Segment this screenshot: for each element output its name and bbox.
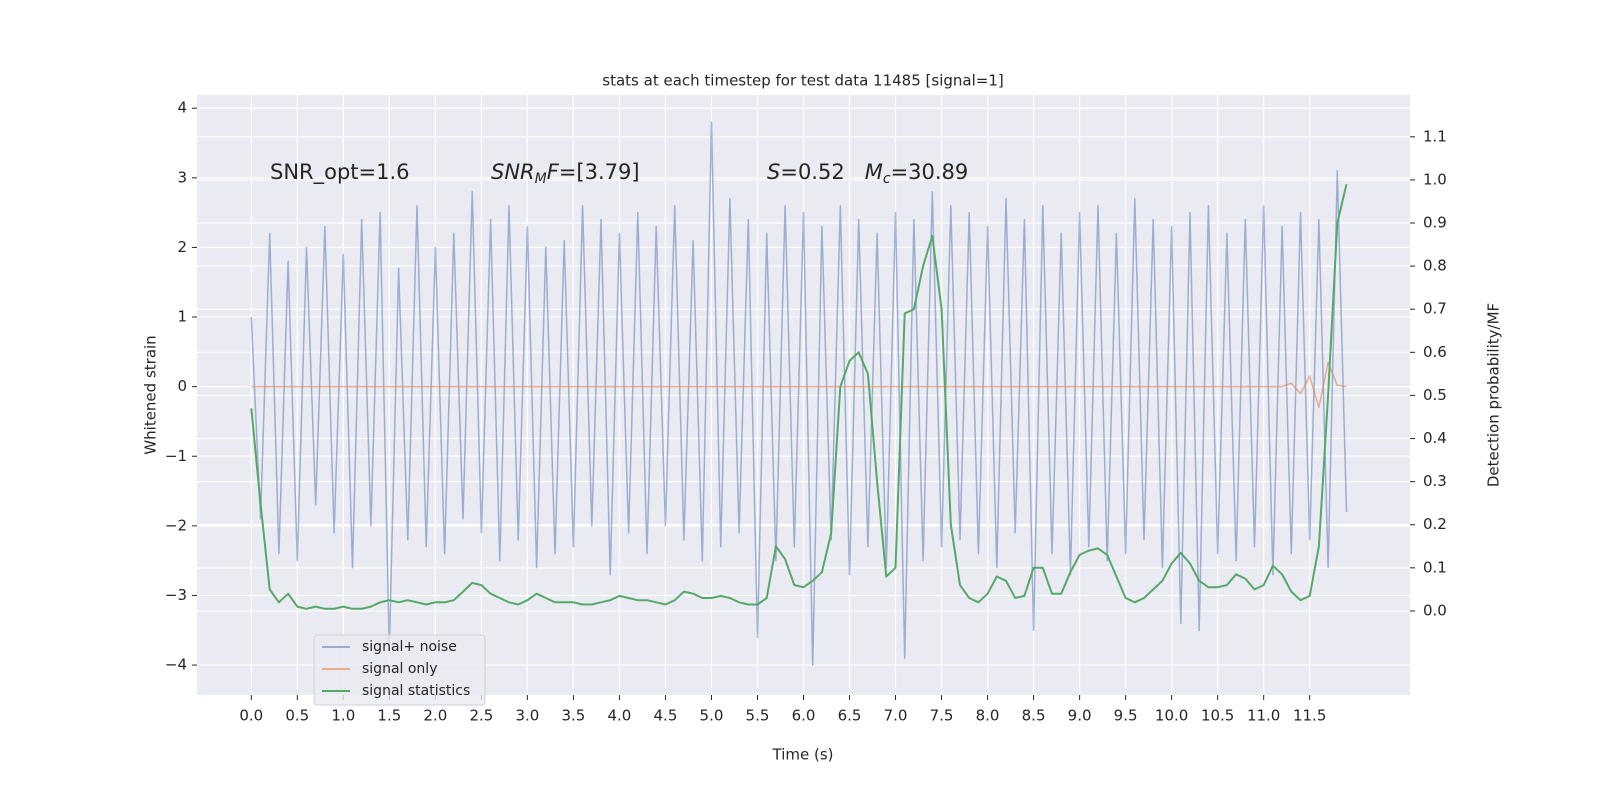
y-tick-label: −1 bbox=[165, 447, 187, 465]
y2-tick-label: 0.9 bbox=[1423, 214, 1447, 232]
x-tick-label: 9.5 bbox=[1114, 707, 1138, 725]
annotation-part: c bbox=[883, 171, 891, 187]
legend-label: signal only bbox=[362, 661, 437, 677]
legend-label: signal+ noise bbox=[362, 639, 457, 655]
x-tick-label: 1.5 bbox=[377, 707, 401, 725]
x-tick-label: 1.0 bbox=[331, 707, 355, 725]
x-tick-label: 7.0 bbox=[884, 707, 908, 725]
y-tick-label: 4 bbox=[177, 99, 187, 117]
x-tick-label: 10.5 bbox=[1201, 707, 1234, 725]
x-axis-label: Time (s) bbox=[772, 746, 834, 764]
annotation: S=0.52 Mc=30.89 bbox=[767, 160, 968, 187]
annotation: SNRMF=[3.79] bbox=[491, 160, 640, 187]
x-tick-label: 2.5 bbox=[469, 707, 493, 725]
x-tick-label: 7.5 bbox=[930, 707, 954, 725]
y2-tick-label: 1.0 bbox=[1423, 170, 1447, 188]
annotation-part: SNR_opt=1.6 bbox=[270, 160, 410, 185]
legend-box bbox=[313, 634, 486, 706]
series-line bbox=[250, 183, 1348, 610]
annotation-part: =0.52 bbox=[780, 160, 864, 184]
y-axis-label: Whitened strain bbox=[142, 335, 160, 454]
x-tick-label: 0.0 bbox=[239, 707, 263, 725]
y-tick-label: −3 bbox=[165, 586, 187, 604]
chart-title: stats at each timestep for test data 114… bbox=[602, 72, 1003, 90]
y2-tick-label: 0.4 bbox=[1423, 429, 1447, 447]
y2-tick-label: 0.7 bbox=[1423, 300, 1447, 318]
annotation-part: =[3.79] bbox=[559, 160, 640, 184]
x-tick-label: 3.5 bbox=[561, 707, 585, 725]
x-tick-label: 4.5 bbox=[654, 707, 678, 725]
x-tick-label: 5.0 bbox=[700, 707, 724, 725]
y-tick-label: 1 bbox=[177, 308, 187, 326]
x-tick-label: 4.0 bbox=[608, 707, 632, 725]
annotation-part: M bbox=[535, 171, 547, 187]
x-tick-label: 6.0 bbox=[792, 707, 816, 725]
y2-tick-label: 0.2 bbox=[1423, 515, 1447, 533]
x-tick-label: 6.5 bbox=[838, 707, 862, 725]
annotation-part: SNR bbox=[491, 160, 535, 184]
y2-tick-label: 0.0 bbox=[1423, 601, 1447, 619]
y-tick-label: 2 bbox=[177, 238, 187, 256]
x-tick-label: 9.0 bbox=[1068, 707, 1092, 725]
y2-tick-label: 0.6 bbox=[1423, 343, 1447, 361]
y2-tick-label: 1.1 bbox=[1423, 127, 1447, 145]
annotation: SNR_opt=1.6 bbox=[270, 160, 410, 185]
y2-tick-label: 0.5 bbox=[1423, 386, 1447, 404]
x-tick-label: 10.0 bbox=[1155, 707, 1188, 725]
y2-axis-label: Detection probability/MF bbox=[1485, 303, 1503, 487]
x-tick-label: 8.5 bbox=[1022, 707, 1046, 725]
y2-tick-label: 0.8 bbox=[1423, 257, 1447, 275]
x-tick-label: 3.0 bbox=[515, 707, 539, 725]
y-tick-label: 3 bbox=[177, 168, 187, 186]
annotation-part: =30.89 bbox=[891, 160, 969, 184]
y-tick-label: −2 bbox=[165, 516, 187, 534]
x-tick-label: 8.0 bbox=[976, 707, 1000, 725]
annotation-part: S bbox=[767, 160, 780, 184]
y2-tick-label: 0.1 bbox=[1423, 558, 1447, 576]
y2-tick-label: 0.3 bbox=[1423, 472, 1447, 490]
y-tick-label: 0 bbox=[177, 377, 187, 395]
x-tick-label: 5.5 bbox=[746, 707, 770, 725]
y-tick-label: −4 bbox=[165, 656, 187, 674]
series-line bbox=[251, 361, 1347, 409]
legend-label: signal statistics bbox=[362, 683, 470, 699]
x-tick-label: 11.5 bbox=[1293, 707, 1326, 725]
x-tick-label: 0.5 bbox=[285, 707, 309, 725]
annotation-part: F bbox=[547, 160, 560, 184]
series-line bbox=[250, 121, 1348, 666]
x-tick-label: 2.0 bbox=[423, 707, 447, 725]
x-tick-label: 11.0 bbox=[1247, 707, 1280, 725]
annotation-part: M bbox=[865, 160, 883, 184]
